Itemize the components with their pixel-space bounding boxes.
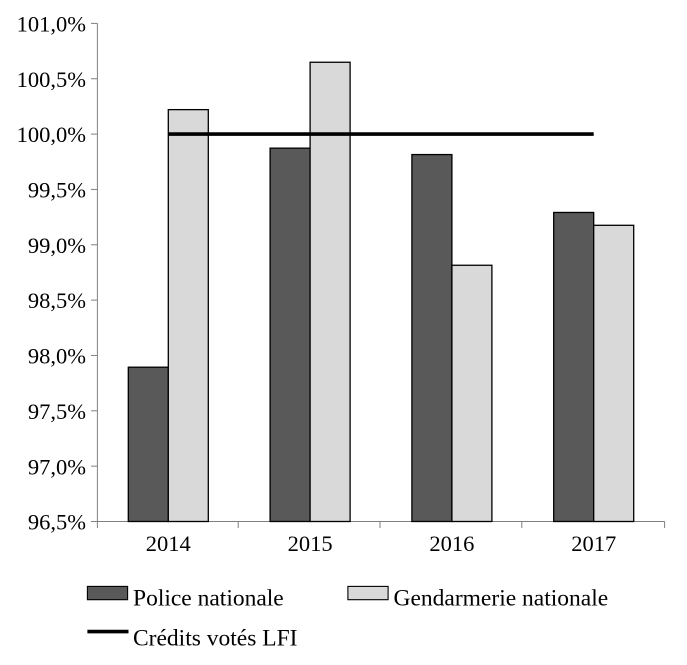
svg-text:100,0%: 100,0% — [17, 122, 86, 147]
svg-text:101,0%: 101,0% — [17, 12, 86, 37]
svg-text:99,0%: 99,0% — [28, 233, 86, 258]
svg-text:2016: 2016 — [429, 531, 474, 556]
svg-text:Crédits votés LFI: Crédits votés LFI — [133, 625, 298, 651]
svg-text:Gendarmerie nationale: Gendarmerie nationale — [394, 585, 609, 611]
svg-text:96,5%: 96,5% — [28, 510, 86, 535]
svg-text:99,5%: 99,5% — [28, 178, 86, 203]
svg-text:100,5%: 100,5% — [17, 67, 86, 92]
svg-text:2017: 2017 — [571, 531, 616, 556]
svg-text:98,5%: 98,5% — [28, 288, 86, 313]
svg-text:98,0%: 98,0% — [28, 344, 86, 369]
svg-text:97,0%: 97,0% — [28, 454, 86, 479]
svg-text:Police nationale: Police nationale — [133, 585, 284, 611]
svg-text:2015: 2015 — [288, 531, 333, 556]
svg-text:97,5%: 97,5% — [28, 399, 86, 424]
svg-text:2014: 2014 — [146, 531, 191, 556]
